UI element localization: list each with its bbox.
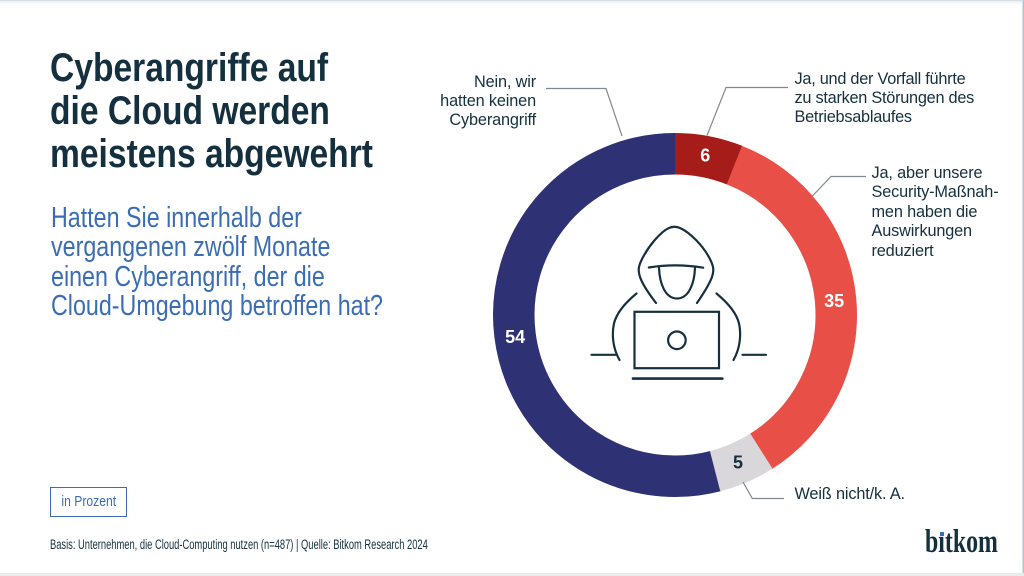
svg-text:35: 35 [824, 291, 844, 311]
svg-text:6: 6 [700, 145, 710, 165]
svg-text:54: 54 [505, 327, 525, 347]
svg-text:5: 5 [733, 453, 743, 473]
